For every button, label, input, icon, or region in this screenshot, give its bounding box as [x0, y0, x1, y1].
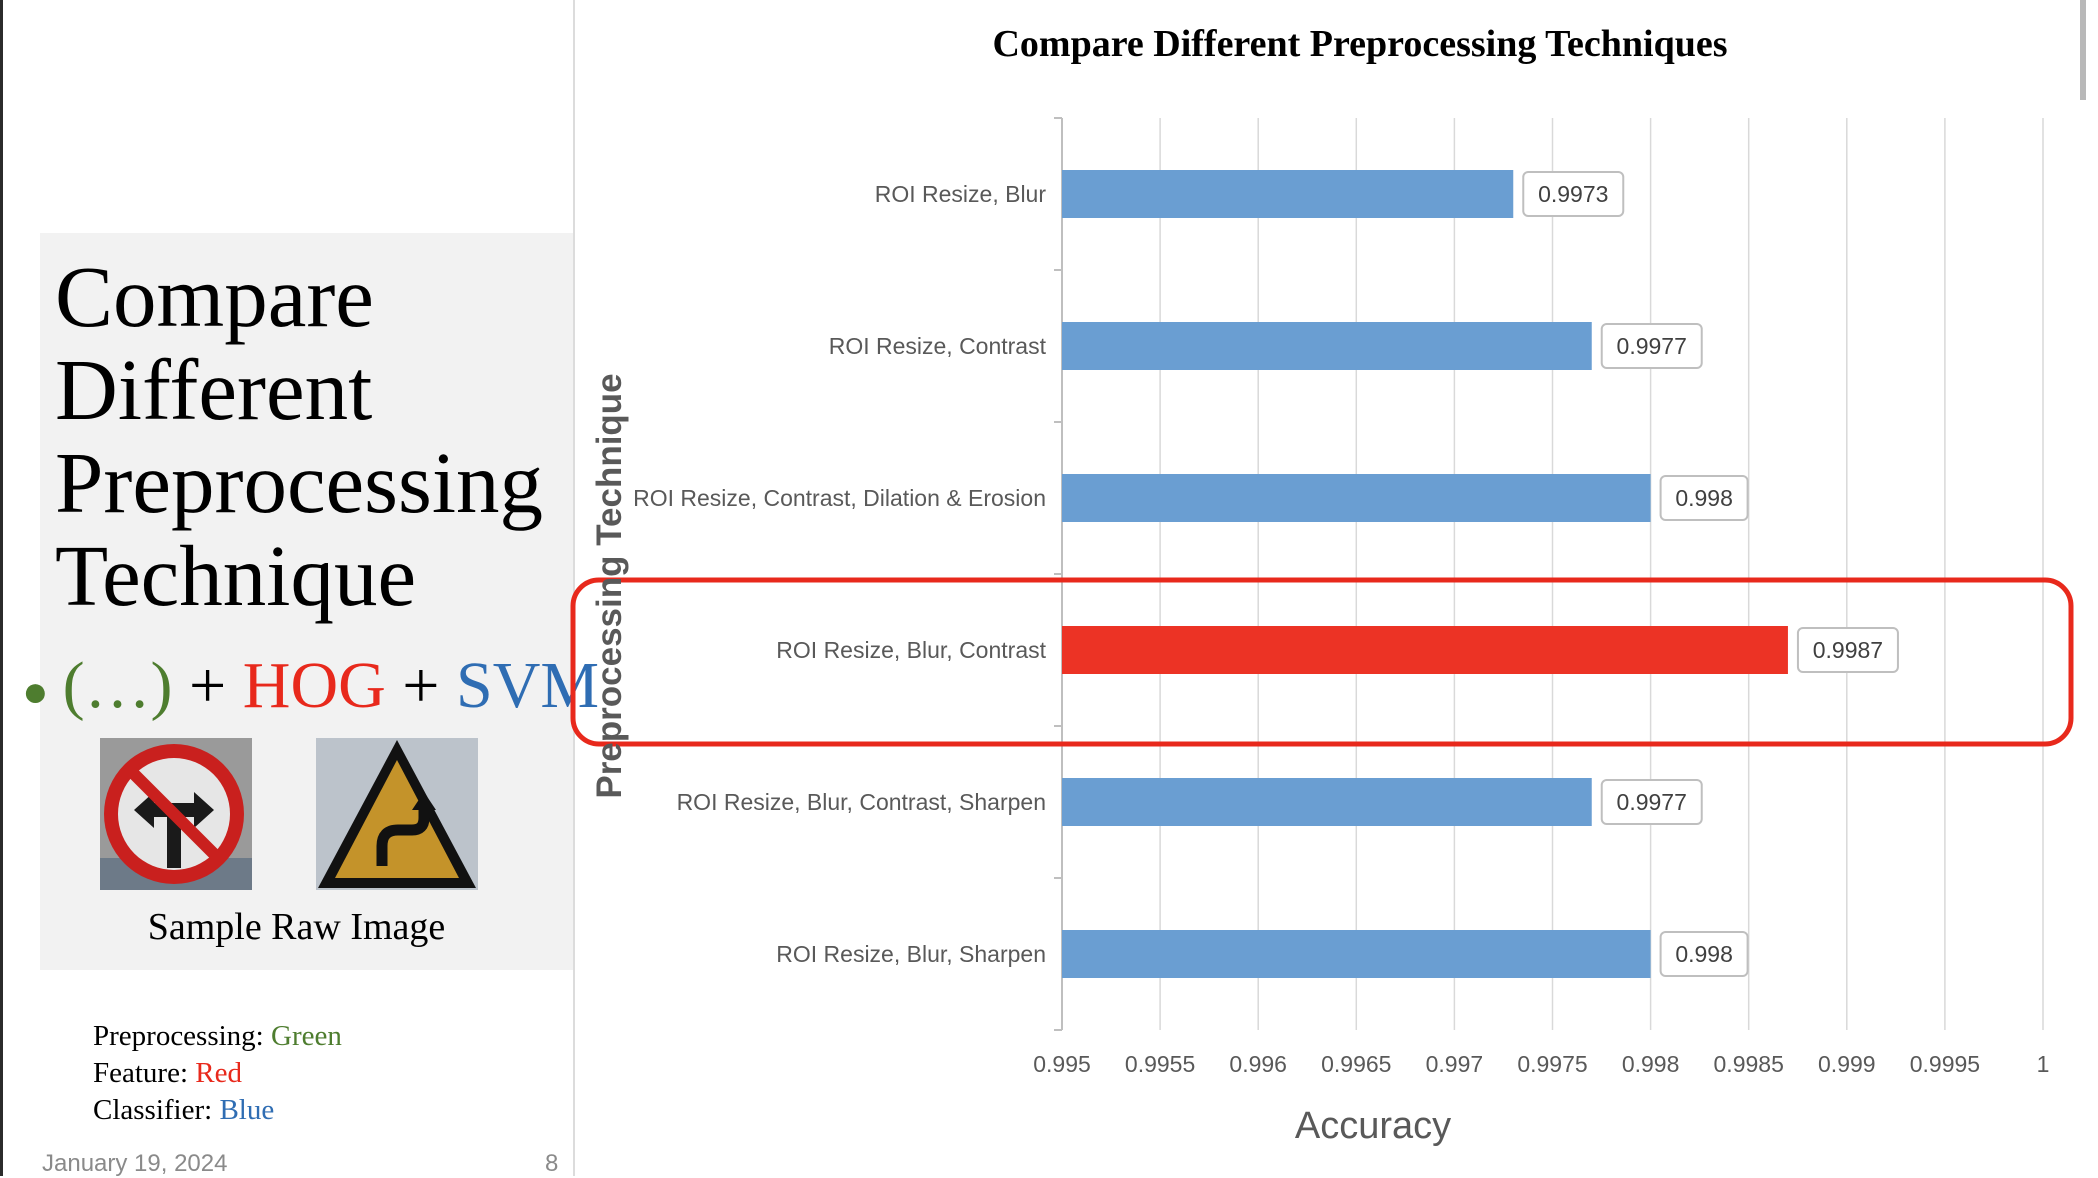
color-legend: Preprocessing: Green Feature: Red Classi… [93, 1018, 342, 1129]
bullet-plus-2: + [402, 649, 440, 722]
data-label: 0.998 [1675, 485, 1733, 511]
x-tick-label: 0.9995 [1910, 1051, 1980, 1077]
data-label-box [1600, 323, 1703, 369]
slide-heading: Compare Different Preprocessing Techniqu… [55, 250, 575, 622]
heading-line-2: Different [55, 341, 373, 438]
data-label-box [1600, 779, 1703, 825]
category-label: ROI Resize, Blur, Contrast, Sharpen [677, 789, 1046, 815]
legend-label: Preprocessing: [93, 1020, 264, 1052]
x-tick-label: 0.996 [1229, 1051, 1287, 1077]
scrollbar-thumb[interactable] [2080, 0, 2086, 100]
bar [1062, 626, 1788, 674]
category-label: ROI Resize, Blur [875, 181, 1047, 207]
curve-warning-sign-icon [316, 738, 478, 890]
slide-date: January 19, 2024 [42, 1150, 228, 1177]
heading-line-3: Preprocessing [55, 434, 544, 531]
data-label-box [1659, 931, 1749, 977]
data-label: 0.9987 [1813, 637, 1883, 663]
x-tick-label: 0.999 [1818, 1051, 1876, 1077]
bullet-plus-1: + [189, 649, 227, 722]
category-label: ROI Resize, Contrast [829, 333, 1047, 359]
legend-preprocessing: Preprocessing: Green [93, 1018, 342, 1055]
category-label: ROI Resize, Blur, Contrast [776, 637, 1046, 663]
y-axis-title: Preprocessing Technique [590, 373, 629, 798]
legend-label: Classifier: [93, 1094, 213, 1126]
legend-label: Feature: [93, 1057, 189, 1089]
heading-line-4: Technique [55, 527, 417, 624]
no-left-right-turn-sign-icon [100, 738, 252, 890]
bar [1062, 930, 1651, 978]
chart-title: Compare Different Preprocessing Techniqu… [992, 23, 1728, 65]
bullet-feature: HOG [242, 649, 386, 722]
slide-page-number: 8 [545, 1150, 559, 1177]
bullet-preprocessing: (…) [62, 649, 173, 722]
data-label-box [1659, 475, 1749, 521]
x-tick-label: 0.995 [1033, 1051, 1091, 1077]
heading-line-1: Compare [55, 248, 374, 345]
x-tick-label: 0.9965 [1321, 1051, 1391, 1077]
x-axis-title: Accuracy [1295, 1105, 1451, 1147]
data-label: 0.9977 [1617, 789, 1687, 815]
x-tick-label: 0.997 [1426, 1051, 1484, 1077]
bar [1062, 778, 1592, 826]
legend-feature: Feature: Red [93, 1055, 342, 1092]
highlight-box [570, 577, 2074, 747]
sample-image-caption: Sample Raw Image [147, 906, 446, 948]
x-tick-label: 0.9955 [1125, 1051, 1195, 1077]
x-tick-label: 0.9985 [1714, 1051, 1784, 1077]
category-label: ROI Resize, Contrast, Dilation & Erosion [633, 485, 1046, 511]
window-left-edge [0, 0, 3, 1176]
bar [1062, 322, 1592, 370]
category-label: ROI Resize, Blur, Sharpen [776, 941, 1046, 967]
data-label: 0.9977 [1617, 333, 1687, 359]
data-label: 0.9973 [1538, 181, 1608, 207]
data-label: 0.998 [1675, 941, 1733, 967]
x-tick-label: 1 [2037, 1051, 2050, 1077]
data-label-box [1796, 627, 1899, 673]
legend-value: Red [195, 1057, 242, 1089]
legend-value: Green [271, 1020, 342, 1052]
x-tick-label: 0.998 [1622, 1051, 1680, 1077]
data-label-box [1522, 171, 1625, 217]
bullet-dot-icon: ● [22, 666, 49, 716]
x-tick-label: 0.9975 [1517, 1051, 1587, 1077]
bar [1062, 170, 1514, 218]
slide-divider [573, 0, 575, 1176]
legend-value: Blue [219, 1094, 275, 1126]
bar [1062, 474, 1651, 522]
legend-classifier: Classifier: Blue [93, 1092, 342, 1129]
